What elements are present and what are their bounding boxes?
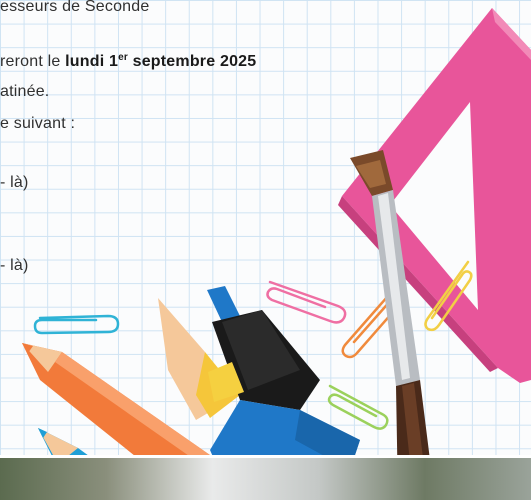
text-line-5: - là) [0, 174, 29, 191]
text-line-6: - là) [0, 257, 29, 274]
paper-clip-blue-icon [33, 314, 120, 335]
paper-clip-pink-icon [266, 280, 347, 324]
date-bold-a: lundi 1 [65, 53, 119, 70]
text-line-1: esseurs de Seconde [0, 0, 150, 15]
photo-strip-border [0, 455, 531, 459]
highlighter-icon [207, 286, 360, 500]
date-superscript: er [118, 52, 128, 63]
text-line-4: e suivant : [0, 115, 76, 132]
paper-clip-green-icon [327, 384, 389, 430]
text-line-2-pre: reront le [0, 53, 66, 70]
photo-strip [0, 458, 531, 500]
set-square-icon [338, 8, 531, 383]
date-bold-b: septembre 2025 [127, 53, 257, 70]
text-line-2: reront le lundi 1er septembre 2025 [0, 52, 256, 71]
paper-clip-yellow-icon [424, 260, 473, 332]
text-line-3: atinée. [0, 83, 50, 100]
